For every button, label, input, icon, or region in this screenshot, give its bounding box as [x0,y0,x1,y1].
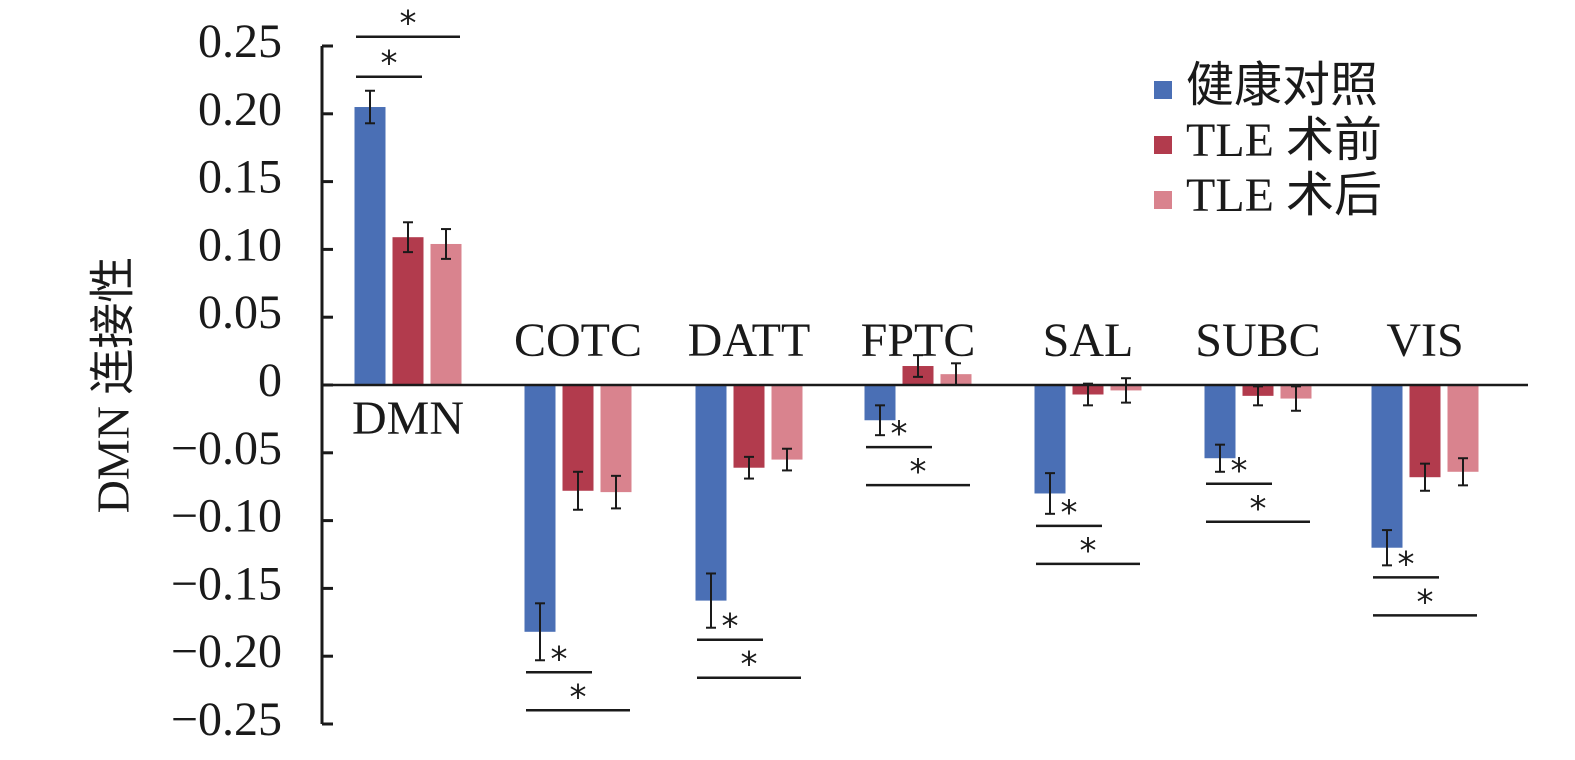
category-label: SAL [1043,314,1134,367]
significance-star: * [551,639,568,679]
category-label: VIS [1386,314,1463,367]
bar [430,243,462,385]
y-tick-label: −0.25 [171,693,282,746]
y-tick-label: −0.10 [171,490,282,543]
significance-star: * [722,607,739,647]
significance-layer: ************** [356,4,1477,717]
significance-star: * [1398,544,1415,584]
y-tick-label: 0.15 [198,151,282,204]
y-tick-label: −0.20 [171,625,282,678]
legend-swatch [1154,136,1172,154]
significance-star: * [1231,451,1248,491]
bar [695,385,727,601]
category-label: SUBC [1195,314,1320,367]
significance-star: * [400,4,417,44]
y-ticks-layer: 0.25 0.20 0.15 0.10 0.05 0 −0.05 −0.10 −0.15 −0.2… [171,15,333,746]
legend-swatch [1154,191,1172,209]
category-label: COTC [514,314,642,367]
y-tick-label: 0.05 [198,286,282,339]
bar [392,237,424,385]
y-axis-label: DMN 连接性 [88,257,139,514]
significance-star: * [910,452,927,492]
significance-star: * [570,677,587,717]
legend-swatch [1154,81,1172,99]
category-labels-layer: DMN COTC DATT FPTC SAL SUBC VIS [352,314,1464,445]
significance-star: * [1080,531,1097,571]
legend-label: TLE 术后 [1186,169,1382,222]
significance-star: * [741,645,758,685]
bar [354,107,386,386]
significance-star: * [1417,582,1434,622]
y-tick-label: 0.10 [198,218,282,271]
category-label: DMN [352,392,464,445]
significance-star: * [1250,489,1267,529]
bar [600,385,632,493]
significance-star: * [381,44,398,84]
bar [1371,385,1403,548]
y-tick-label: 0 [258,354,282,407]
y-tick-label: 0.20 [198,83,282,136]
bar [524,385,556,632]
significance-star: * [1061,493,1078,533]
legend-label: TLE 术前 [1186,114,1382,167]
legend-label: 健康对照 [1186,59,1378,112]
y-tick-label: −0.05 [171,422,282,475]
y-tick-label: −0.15 [171,557,282,610]
bar [733,385,765,468]
y-tick-label: 0.25 [198,15,282,68]
category-label: FPTC [861,314,976,367]
category-label: DATT [688,314,811,367]
bar [1409,385,1441,478]
bar [771,385,803,460]
significance-star: * [891,414,908,454]
